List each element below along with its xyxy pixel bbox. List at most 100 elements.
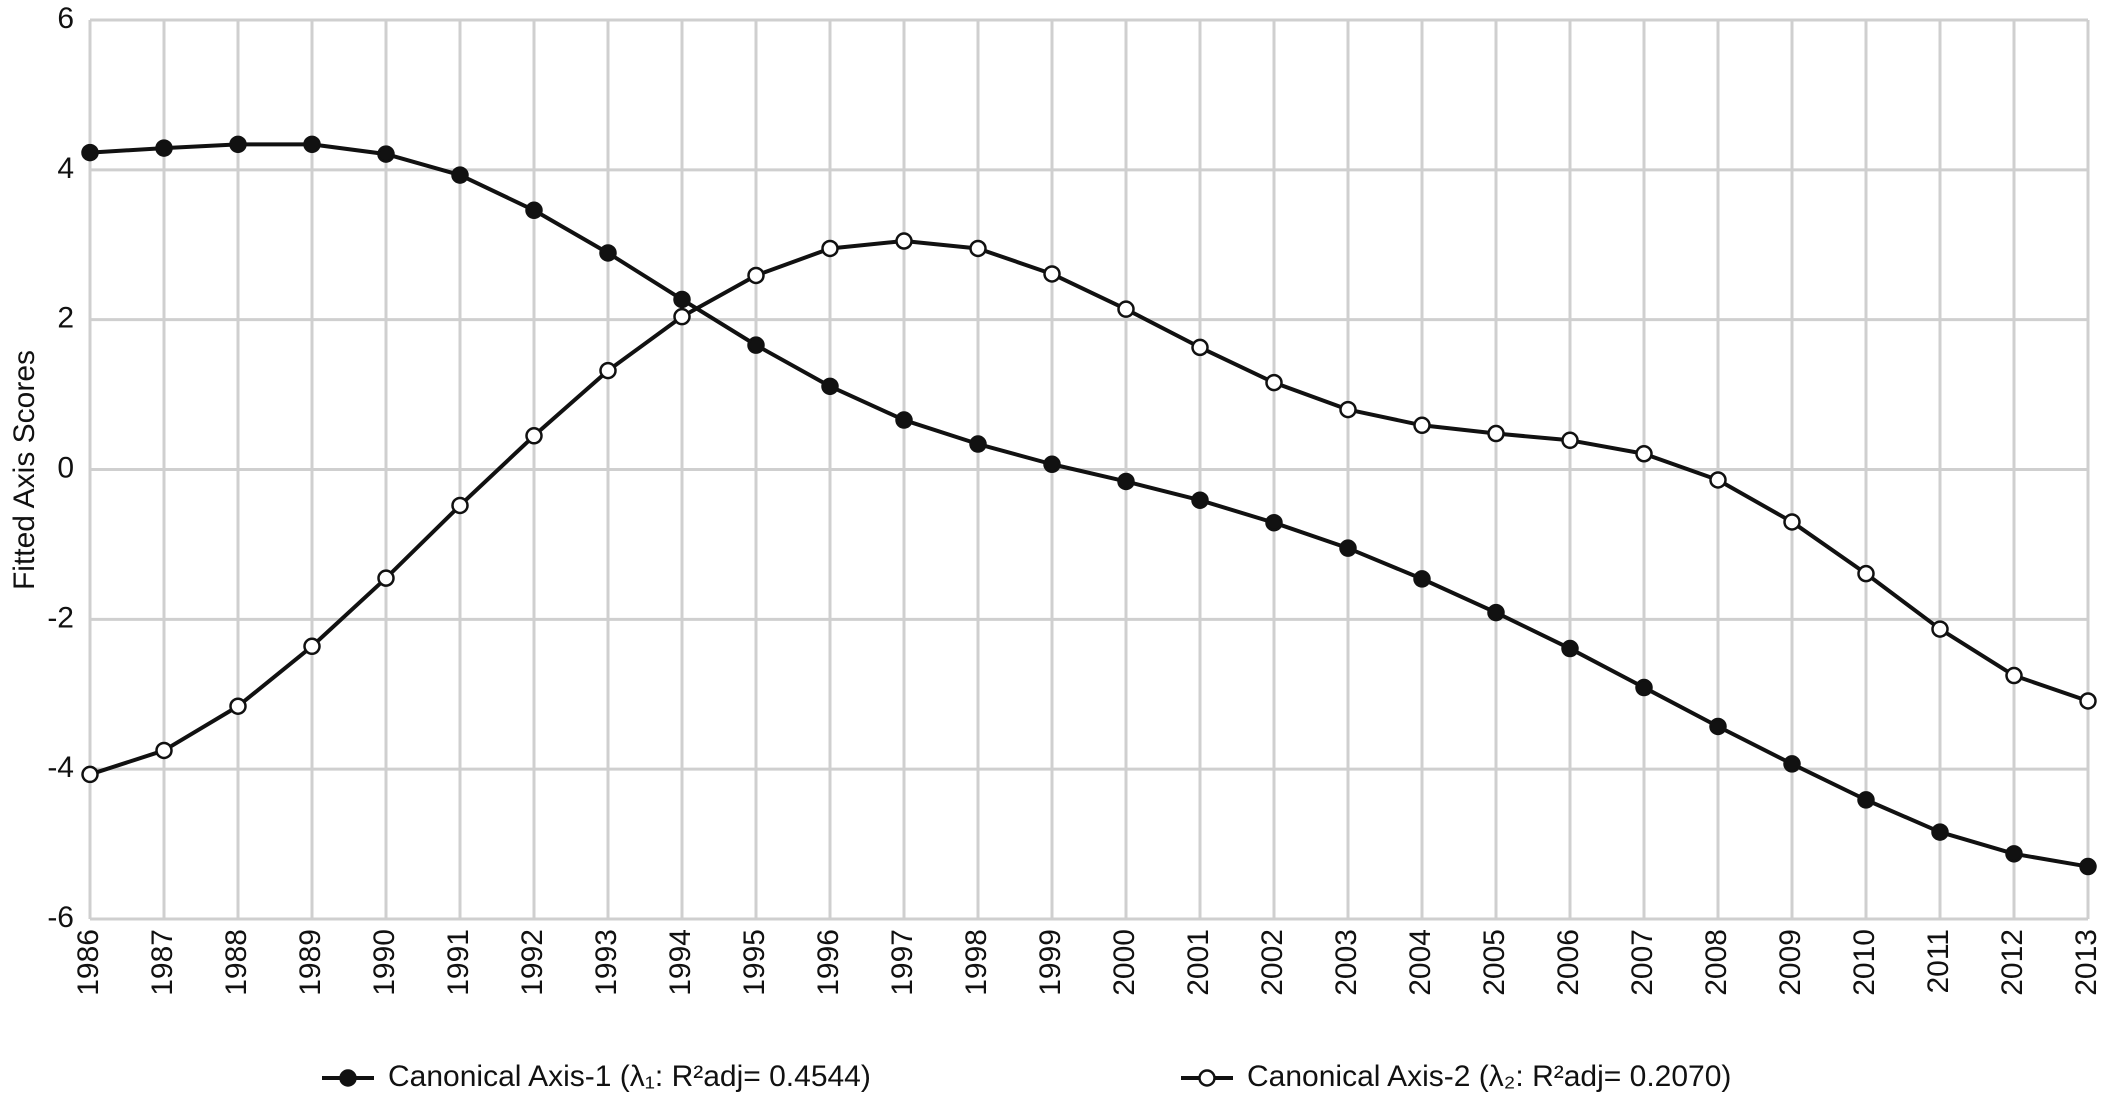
- point: [673, 290, 691, 309]
- point: [1931, 620, 1949, 638]
- x-tick-label: 2000: [1108, 929, 1141, 996]
- point: [895, 232, 913, 250]
- point: [155, 741, 173, 760]
- x-tick-label: 2007: [1626, 929, 1659, 996]
- x-tick-label: 1990: [368, 929, 401, 996]
- point: [1043, 455, 1061, 474]
- y-tick-label: 6: [57, 2, 74, 35]
- point: [1635, 445, 1653, 463]
- point: [1191, 338, 1209, 357]
- x-tick-label: 1998: [960, 929, 993, 996]
- point: [229, 697, 247, 715]
- point: [1783, 755, 1801, 773]
- point: [525, 201, 543, 220]
- point: [451, 496, 469, 515]
- y-tick-label: 2: [57, 302, 74, 335]
- point: [2079, 692, 2097, 710]
- point: [821, 377, 839, 396]
- point: [1413, 416, 1431, 435]
- point: [1191, 491, 1209, 509]
- point: [821, 239, 839, 258]
- x-tick-label: 1988: [220, 929, 253, 996]
- point: [969, 239, 987, 258]
- point: [377, 569, 395, 587]
- x-tick-label: 1991: [442, 929, 475, 996]
- x-tick-label: 1996: [812, 929, 845, 996]
- x-tick-label: 1992: [516, 929, 549, 996]
- y-axis-label: Fitted Axis Scores: [8, 350, 41, 590]
- x-tick-label: 2006: [1552, 929, 1585, 996]
- point: [1561, 431, 1579, 450]
- x-tick-label: 1993: [590, 929, 623, 996]
- legend-marker: [339, 1069, 357, 1087]
- x-tick-label: 2001: [1182, 929, 1215, 996]
- point: [303, 637, 321, 656]
- point: [599, 244, 617, 262]
- point: [1339, 539, 1357, 557]
- x-tick-label: 1986: [72, 929, 105, 996]
- point: [1339, 400, 1357, 419]
- x-tick-label: 2004: [1404, 929, 1437, 996]
- point: [2005, 666, 2023, 685]
- point: [303, 135, 321, 154]
- point: [1709, 471, 1727, 489]
- point: [1043, 265, 1061, 283]
- point: [1413, 570, 1431, 588]
- x-tick-label: 2003: [1330, 929, 1363, 996]
- y-tick-label: 4: [57, 152, 74, 185]
- point: [1487, 603, 1505, 622]
- point: [1117, 300, 1135, 318]
- x-tick-label: 2011: [1922, 929, 1955, 994]
- point: [1265, 513, 1283, 532]
- x-tick-label: 1987: [146, 929, 179, 996]
- x-tick-label: 1997: [886, 929, 919, 996]
- y-tick-label: -6: [47, 901, 74, 934]
- point: [1857, 791, 1875, 809]
- point: [451, 166, 469, 184]
- legend-marker: [1198, 1069, 1216, 1087]
- x-tick-label: 1994: [664, 929, 697, 996]
- point: [1857, 564, 1875, 583]
- series-line: [89, 142, 2089, 869]
- point: [1783, 513, 1801, 531]
- y-tick-label: -4: [47, 751, 74, 784]
- x-tick-label: 2012: [1996, 929, 2029, 996]
- point: [747, 266, 765, 285]
- x-tick-label: 2005: [1478, 929, 1511, 996]
- x-tick-label: 1995: [738, 929, 771, 996]
- point: [2005, 845, 2023, 863]
- point: [1931, 823, 1949, 841]
- point: [1487, 424, 1505, 443]
- point: [2079, 857, 2097, 876]
- point: [229, 135, 247, 154]
- x-tick-label: 2002: [1256, 929, 1289, 996]
- x-tick-label: 2008: [1700, 929, 1733, 996]
- x-tick-label: 2009: [1774, 929, 1807, 996]
- x-tick-label: 2013: [2070, 929, 2103, 996]
- legend-label: Canonical Axis-2 (λ₂: R²adj= 0.2070): [1247, 1060, 1731, 1093]
- point: [599, 361, 617, 380]
- point: [1635, 678, 1653, 697]
- point: [81, 143, 99, 162]
- legend-label: Canonical Axis-1 (λ₁: R²adj= 0.4544): [388, 1060, 871, 1093]
- x-tick-label: 2010: [1848, 929, 1881, 996]
- point: [1117, 472, 1135, 491]
- point: [81, 765, 99, 784]
- y-tick-label: 0: [57, 451, 74, 484]
- point: [969, 435, 987, 453]
- point: [525, 427, 543, 445]
- point: [747, 336, 765, 354]
- point: [377, 145, 395, 163]
- x-tick-label: 1989: [294, 929, 327, 996]
- point: [673, 307, 691, 326]
- point: [1709, 717, 1727, 736]
- x-tick-label: 1999: [1034, 929, 1067, 996]
- point: [895, 411, 913, 429]
- y-tick-label: -2: [47, 601, 74, 634]
- point: [1265, 373, 1283, 392]
- point: [155, 139, 173, 157]
- series-line: [89, 239, 2089, 777]
- point: [1561, 639, 1579, 658]
